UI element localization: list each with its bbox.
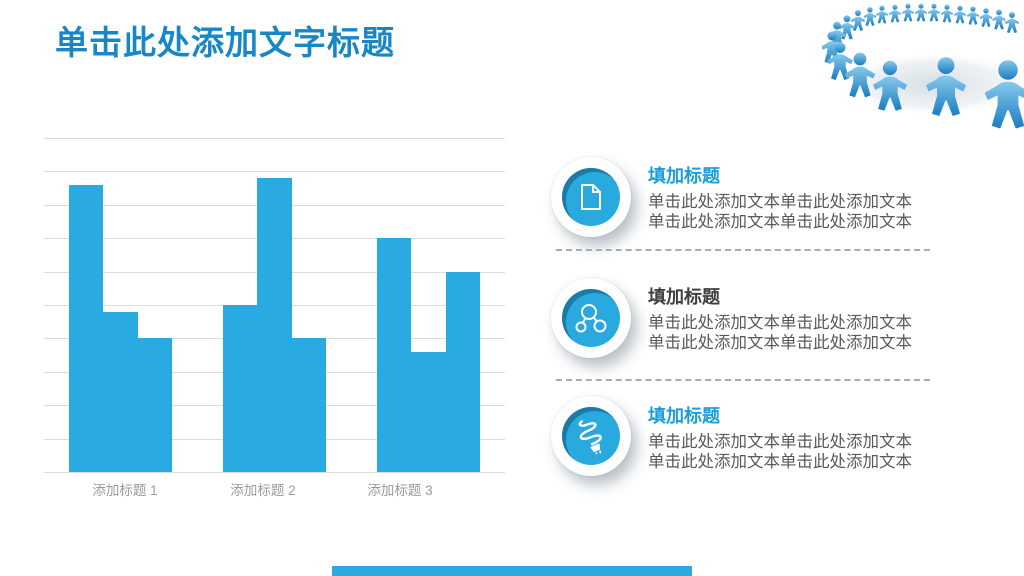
gridline [44, 138, 505, 139]
person-figure [914, 3, 928, 22]
item-3-body-line-2[interactable]: 单击此处添加文本单击此处添加文本 [648, 453, 912, 471]
item-3-title[interactable]: 填加标题 [648, 406, 720, 426]
document-icon [581, 184, 601, 210]
bar [69, 184, 104, 472]
item-1-title[interactable]: 填加标题 [648, 166, 720, 186]
person-figure [875, 5, 889, 24]
person-figure [863, 7, 877, 27]
slide-title[interactable]: 单击此处添加文字标题 [55, 24, 395, 61]
bar-group [223, 138, 326, 472]
badge-circle [562, 289, 620, 347]
category-label: 添加标题 2 [230, 483, 296, 498]
category-label: 添加标题 3 [367, 483, 433, 498]
bar [291, 338, 326, 472]
item-2-body-line-1[interactable]: 单击此处添加文本单击此处添加文本 [648, 314, 912, 332]
bar [411, 351, 446, 472]
item-badge-molecule[interactable] [551, 278, 631, 358]
dashed-separator-1 [556, 249, 930, 251]
person-figure [927, 3, 941, 22]
item-2-body-line-2[interactable]: 单击此处添加文本单击此处添加文本 [648, 334, 912, 352]
item-3[interactable]: 填加标题 单击此处添加文本单击此处添加文本 单击此处添加文本单击此处添加文本 [648, 402, 938, 472]
bar-group [377, 138, 480, 472]
person-figure [1004, 12, 1020, 33]
item-1-body-line-1[interactable]: 单击此处添加文本单击此处添加文本 [648, 193, 912, 211]
item-1[interactable]: 填加标题 单击此处添加文本单击此处添加文本 单击此处添加文本单击此处添加文本 [648, 162, 938, 232]
person-figure [992, 9, 1006, 30]
dashed-separator-2 [556, 379, 930, 381]
bar-chart-plot[interactable] [44, 138, 505, 473]
item-2-title[interactable]: 填加标题 [648, 287, 720, 307]
item-2[interactable]: 填加标题 单击此处添加文本单击此处添加文本 单击此处添加文本单击此处添加文本 [648, 283, 938, 353]
bar [445, 271, 480, 472]
gridline [44, 472, 505, 473]
badge-circle [562, 407, 620, 465]
people-circle-illustration [822, 3, 1024, 129]
bar [103, 311, 138, 472]
item-badge-document[interactable] [551, 157, 631, 237]
person-figure [888, 4, 902, 23]
person-figure [901, 3, 915, 22]
molecule-icon [575, 304, 607, 333]
item-1-body-line-2[interactable]: 单击此处添加文本单击此处添加文本 [648, 213, 912, 231]
bar [377, 238, 412, 472]
bar [137, 338, 172, 472]
badge-circle [562, 168, 620, 226]
person-figure [940, 4, 954, 23]
bar-group [69, 138, 172, 472]
bulb-icon [578, 420, 602, 454]
footer-accent-bar [332, 566, 692, 576]
person-figure [953, 5, 967, 24]
person-figure [979, 8, 993, 28]
item-badge-bulb[interactable] [551, 396, 631, 476]
item-3-body-line-1[interactable]: 单击此处添加文本单击此处添加文本 [648, 433, 912, 451]
bar [223, 305, 258, 472]
bar [257, 178, 292, 472]
category-label: 添加标题 1 [92, 483, 158, 498]
person-figure [966, 6, 980, 25]
gridline [44, 171, 505, 173]
